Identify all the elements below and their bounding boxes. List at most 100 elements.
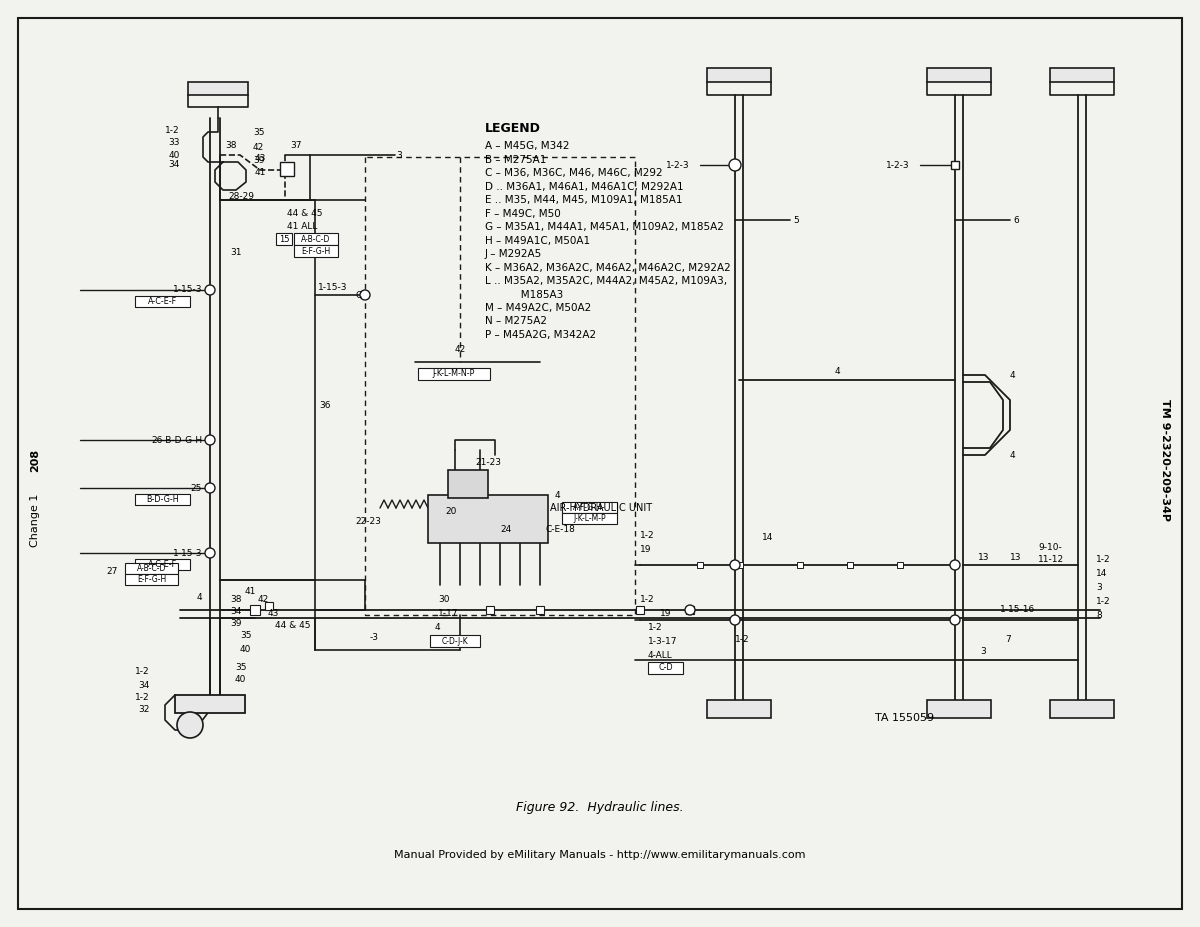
Bar: [686, 606, 694, 614]
Bar: [898, 562, 904, 568]
Text: 1-15-16: 1-15-16: [1000, 605, 1036, 615]
Text: 21-23: 21-23: [475, 458, 502, 466]
Bar: [952, 161, 959, 169]
Text: E-F-G-H: E-F-G-H: [137, 575, 166, 584]
Circle shape: [730, 615, 740, 625]
Bar: [294, 245, 338, 257]
Circle shape: [730, 159, 742, 171]
Text: 1-2: 1-2: [1096, 555, 1111, 565]
Text: A-C-E-F: A-C-E-F: [148, 560, 178, 569]
Text: 44 & 45: 44 & 45: [287, 209, 323, 218]
Text: E .. M35, M44, M45, M109A1, M185A1: E .. M35, M44, M45, M109A1, M185A1: [485, 195, 683, 205]
Text: 1-2-3: 1-2-3: [666, 160, 690, 170]
Bar: [294, 233, 338, 245]
Text: 20: 20: [445, 507, 456, 516]
Text: 35: 35: [240, 631, 252, 641]
Text: 43: 43: [268, 608, 280, 617]
Bar: [648, 662, 683, 674]
Text: A-B-C-D: A-B-C-D: [137, 564, 166, 573]
Text: 4: 4: [1009, 371, 1015, 379]
Text: A-B-C-D: A-B-C-D: [301, 235, 331, 244]
Text: 4-ALL: 4-ALL: [648, 652, 673, 661]
Bar: [134, 296, 190, 307]
Text: 11-12: 11-12: [1038, 555, 1064, 565]
Bar: [928, 68, 991, 82]
Bar: [1050, 700, 1114, 718]
Text: 3: 3: [980, 647, 985, 656]
Bar: [928, 700, 991, 718]
Text: 1-2: 1-2: [136, 692, 150, 702]
Circle shape: [205, 548, 215, 558]
Bar: [697, 562, 703, 568]
Circle shape: [950, 615, 960, 625]
Text: 34: 34: [139, 680, 150, 690]
Circle shape: [205, 483, 215, 493]
Text: 1-2: 1-2: [640, 595, 655, 604]
Text: 42: 42: [253, 143, 264, 151]
Text: C – M36, M36C, M46, M46C, M292: C – M36, M36C, M46, M46C, M292: [485, 168, 662, 178]
Text: 1-2: 1-2: [136, 667, 150, 677]
Bar: [707, 700, 772, 718]
Text: 14: 14: [762, 532, 773, 541]
Text: 30: 30: [438, 595, 450, 604]
Text: 41 ALL: 41 ALL: [287, 222, 317, 231]
Bar: [486, 606, 494, 614]
Text: 1-15-3: 1-15-3: [318, 283, 348, 291]
Text: TM 9-2320-209-34P: TM 9-2320-209-34P: [1160, 399, 1170, 521]
Text: 43: 43: [256, 154, 266, 162]
Bar: [536, 606, 544, 614]
Text: 38: 38: [230, 595, 241, 604]
Text: N – M275A2: N – M275A2: [485, 316, 547, 326]
Text: 37: 37: [290, 141, 301, 149]
Text: 1-2: 1-2: [166, 125, 180, 134]
Text: J-K-L-M-P: J-K-L-M-P: [574, 514, 606, 523]
Text: 14: 14: [1096, 569, 1108, 578]
Text: 9-10-: 9-10-: [1038, 543, 1062, 552]
Text: 35: 35: [253, 128, 264, 136]
Bar: [280, 162, 294, 176]
Bar: [418, 368, 490, 380]
Bar: [175, 695, 245, 713]
Text: -3: -3: [370, 633, 379, 642]
Text: 39: 39: [253, 156, 264, 164]
Text: 42: 42: [455, 346, 467, 354]
Text: Figure 92.  Hydraulic lines.: Figure 92. Hydraulic lines.: [516, 802, 684, 815]
Text: 26-B-D-G-H: 26-B-D-G-H: [151, 436, 202, 445]
Text: C-D: C-D: [658, 664, 673, 672]
Circle shape: [950, 560, 960, 570]
Text: 34: 34: [230, 607, 241, 616]
Text: 40: 40: [235, 676, 246, 684]
Text: 24: 24: [500, 526, 511, 535]
Bar: [430, 635, 480, 647]
Text: A-F-G-H-: A-F-G-H-: [574, 503, 606, 512]
Text: 1-2: 1-2: [640, 530, 655, 540]
Text: 27: 27: [107, 566, 118, 576]
Text: 208: 208: [30, 449, 40, 472]
Bar: [428, 495, 548, 543]
Text: J – M292A5: J – M292A5: [485, 249, 542, 259]
Bar: [134, 559, 190, 570]
Text: 25: 25: [191, 484, 202, 492]
Text: 19: 19: [640, 545, 652, 554]
Bar: [847, 562, 853, 568]
Text: 6: 6: [1013, 215, 1019, 224]
Text: E-F-G-H: E-F-G-H: [301, 247, 331, 256]
Text: K – M36A2, M36A2C, M46A2, M46A2C, M292A2: K – M36A2, M36A2C, M46A2, M46A2C, M292A2: [485, 262, 731, 273]
Text: J-K-L-M-N-P: J-K-L-M-N-P: [433, 370, 475, 378]
Text: M185A3: M185A3: [485, 289, 563, 299]
Circle shape: [685, 605, 695, 615]
Text: 1-2-3: 1-2-3: [887, 160, 910, 170]
Text: LEGEND: LEGEND: [485, 121, 541, 134]
Text: 34: 34: [169, 159, 180, 169]
Text: 35: 35: [235, 664, 246, 672]
Text: 13: 13: [1010, 552, 1021, 562]
Text: TA 155059: TA 155059: [875, 713, 934, 723]
Text: 32: 32: [139, 705, 150, 715]
Text: 40: 40: [169, 150, 180, 159]
Text: 1-2: 1-2: [1096, 596, 1111, 605]
Bar: [134, 494, 190, 505]
Bar: [562, 513, 617, 524]
Text: 4: 4: [835, 367, 841, 376]
Text: 19: 19: [660, 609, 672, 618]
Text: H – M49A1C, M50A1: H – M49A1C, M50A1: [485, 235, 590, 246]
